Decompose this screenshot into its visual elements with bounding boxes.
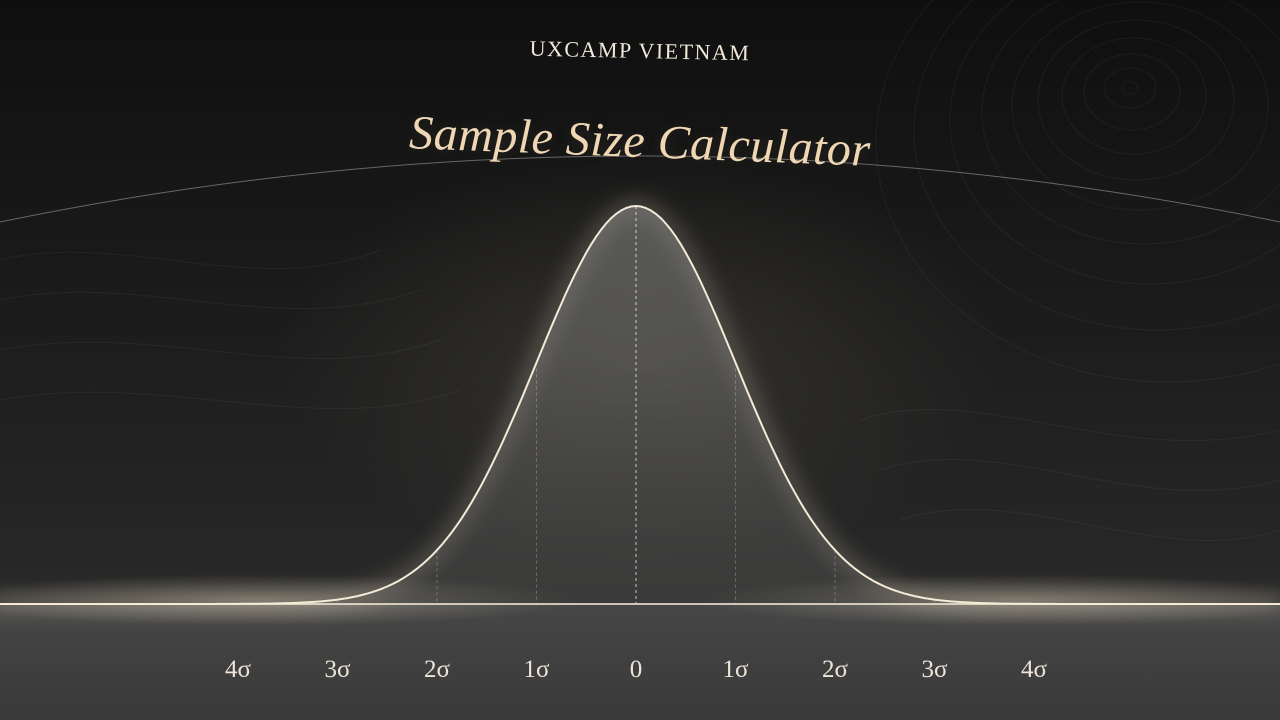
x-tick-label-7: 3σ	[921, 656, 948, 683]
contour-lines-decoration	[0, 0, 1280, 685]
horizon-arc	[0, 155, 1280, 223]
x-tick-label-4: 0	[629, 656, 643, 683]
normal-curve-line	[0, 204, 1280, 605]
x-tick-label-0: 4σ	[225, 656, 251, 683]
x-tick-label-6: 2σ	[822, 656, 848, 683]
sigma-guide-lines	[237, 206, 1035, 604]
x-tick-label-8: 4σ	[1021, 656, 1047, 683]
curve-area-fill	[0, 206, 1280, 604]
x-tick-label-2: 2σ	[424, 656, 450, 683]
x-tick-label-5: 1σ	[722, 656, 749, 683]
x-tick-label-1: 3σ	[324, 656, 351, 683]
x-tick-label-3: 1σ	[523, 656, 550, 683]
